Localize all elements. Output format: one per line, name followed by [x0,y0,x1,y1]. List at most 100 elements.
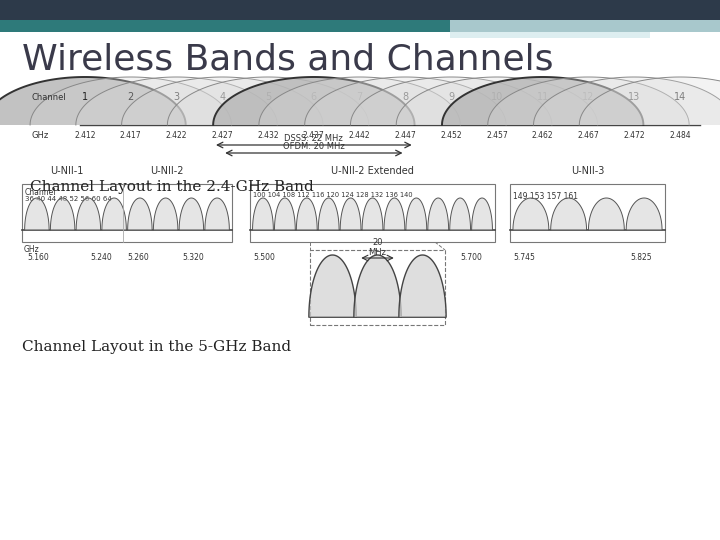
Text: 5: 5 [265,92,271,102]
Text: 4: 4 [220,92,225,102]
Polygon shape [396,77,598,125]
Polygon shape [153,198,178,230]
Polygon shape [0,77,186,125]
Polygon shape [30,77,231,125]
Text: GHz: GHz [24,245,40,254]
Polygon shape [384,198,405,230]
Bar [0,20,450,32]
Text: 149 153 157 161: 149 153 157 161 [513,192,578,201]
Text: U-NII-3: U-NII-3 [571,166,604,176]
Polygon shape [205,198,230,230]
Text: 2: 2 [127,92,134,102]
Text: 5.240: 5.240 [90,253,112,262]
Text: 5.160: 5.160 [27,253,49,262]
Text: 5.700: 5.700 [460,253,482,262]
Text: 20
MHz: 20 MHz [369,238,387,257]
Text: Wireless Bands and Channels: Wireless Bands and Channels [22,42,554,76]
Polygon shape [626,198,662,230]
Text: 2.412: 2.412 [74,131,96,139]
Polygon shape [472,198,492,230]
Polygon shape [274,198,295,230]
Bar [22,184,232,242]
Bar [510,184,665,242]
Bar [450,32,650,38]
Text: 12: 12 [582,92,595,102]
Text: 100 104 108 112 116 120 124 128 132 136 140: 100 104 108 112 116 120 124 128 132 136 … [253,192,413,198]
Polygon shape [362,198,383,230]
Polygon shape [259,77,460,125]
Text: 2.447: 2.447 [395,131,416,139]
Text: 2.422: 2.422 [166,131,187,139]
Text: 13: 13 [628,92,640,102]
Text: 9: 9 [448,92,454,102]
Polygon shape [76,198,101,230]
Text: 3: 3 [174,92,179,102]
Polygon shape [253,198,274,230]
Text: 2.467: 2.467 [577,131,599,139]
Text: 5.745: 5.745 [513,253,535,262]
Polygon shape [450,198,471,230]
Text: 11: 11 [536,92,549,102]
Text: Channel: Channel [32,92,67,102]
Polygon shape [50,198,75,230]
Text: 5.500: 5.500 [253,253,275,262]
Polygon shape [122,77,323,125]
Bar [310,250,445,325]
Polygon shape [534,77,720,125]
Polygon shape [442,77,644,125]
Text: 2.442: 2.442 [348,131,370,139]
Text: 2.472: 2.472 [624,131,645,139]
Text: 10: 10 [491,92,503,102]
Polygon shape [399,255,446,317]
Polygon shape [179,198,204,230]
Polygon shape [406,198,427,230]
Text: 2.457: 2.457 [486,131,508,139]
Polygon shape [428,198,449,230]
Text: 6: 6 [311,92,317,102]
Text: 5.825: 5.825 [630,253,652,262]
Polygon shape [127,198,152,230]
Text: Channel: Channel [25,188,56,197]
Polygon shape [351,77,552,125]
Bar [250,184,495,242]
Text: U-NII-2 Extended: U-NII-2 Extended [331,166,414,176]
Polygon shape [551,198,587,230]
Text: 8: 8 [402,92,408,102]
Text: 2.484: 2.484 [669,131,690,139]
Polygon shape [487,77,689,125]
Polygon shape [102,198,126,230]
Text: Channel Layout in the 5-GHz Band: Channel Layout in the 5-GHz Band [22,340,291,354]
Bar [0,0,720,20]
Text: OFDM: 20 MHz: OFDM: 20 MHz [283,142,345,151]
Polygon shape [305,77,506,125]
Text: 2.452: 2.452 [441,131,462,139]
Text: 2.427: 2.427 [212,131,233,139]
Polygon shape [24,198,49,230]
Polygon shape [213,77,415,125]
Text: U-NII-2: U-NII-2 [150,166,184,176]
Text: 1: 1 [82,92,88,102]
Text: U-NII-1: U-NII-1 [50,166,84,176]
Text: 2.417: 2.417 [120,131,142,139]
Polygon shape [513,198,549,230]
Text: DSSS: 22 MHz: DSSS: 22 MHz [284,134,343,143]
Polygon shape [76,77,277,125]
Polygon shape [297,198,318,230]
Polygon shape [580,77,720,125]
Text: GHz: GHz [32,131,49,139]
Text: 7: 7 [356,92,363,102]
Polygon shape [318,198,339,230]
Text: 5.260: 5.260 [127,253,149,262]
Polygon shape [588,198,624,230]
Text: 2.462: 2.462 [532,131,554,139]
Polygon shape [309,255,356,317]
Polygon shape [167,77,369,125]
Text: 2.432: 2.432 [257,131,279,139]
Bar [450,20,720,32]
Text: 14: 14 [674,92,686,102]
Text: 2.437: 2.437 [303,131,325,139]
Polygon shape [354,255,401,317]
Text: 36 40 44 48 52 56 60 64: 36 40 44 48 52 56 60 64 [25,196,112,202]
Text: Channel Layout in the 2.4-GHz Band: Channel Layout in the 2.4-GHz Band [30,180,314,194]
Polygon shape [340,198,361,230]
